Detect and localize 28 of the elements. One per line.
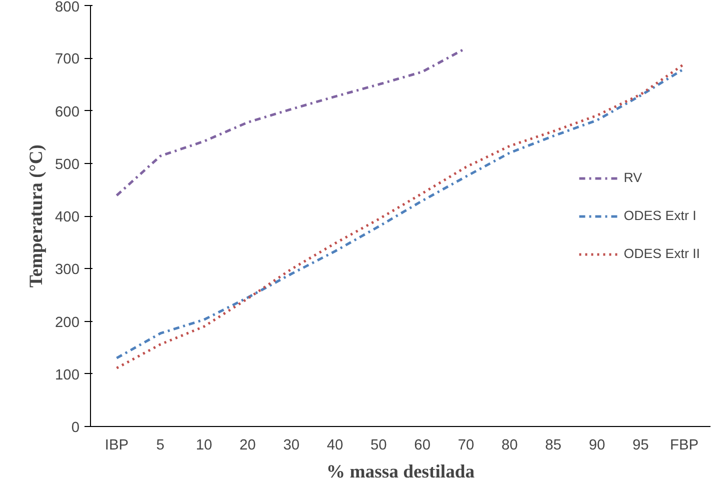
x-tick-label: 40: [326, 438, 344, 454]
legend-label: RV: [624, 170, 643, 185]
y-tick-label: 400: [55, 210, 80, 226]
x-tick-label: IBP: [104, 438, 129, 454]
y-tick-label: 600: [55, 104, 80, 120]
x-tick-label: 5: [156, 438, 164, 454]
x-tick-label: 30: [283, 438, 300, 454]
x-tick-label: FBP: [670, 438, 699, 454]
legend-label: ODES Extr II: [624, 246, 700, 261]
x-tick-label: 50: [370, 438, 387, 454]
y-axis-title: Temperatura (°C): [26, 144, 48, 288]
legend-label: ODES Extr I: [624, 208, 696, 223]
x-tick-label: 60: [414, 438, 430, 454]
x-tick-label: 70: [458, 438, 474, 454]
y-tick-label: 500: [55, 156, 80, 173]
y-tick-label: 700: [55, 52, 80, 68]
y-tick-label: 0: [71, 420, 80, 436]
x-tick-label: 95: [632, 438, 649, 454]
y-tick-label: 200: [55, 314, 80, 331]
x-tick-label: 90: [588, 438, 606, 454]
x-tick-label: 80: [502, 438, 518, 454]
x-axis-title: % massa destilada: [326, 462, 476, 482]
y-tick-label: 800: [55, 0, 80, 16]
x-tick-label: 20: [240, 438, 256, 454]
x-tick-label: 85: [545, 438, 562, 454]
y-tick-label: 100: [55, 367, 80, 384]
x-tick-label: 10: [196, 438, 212, 454]
y-tick-label: 300: [55, 262, 80, 278]
